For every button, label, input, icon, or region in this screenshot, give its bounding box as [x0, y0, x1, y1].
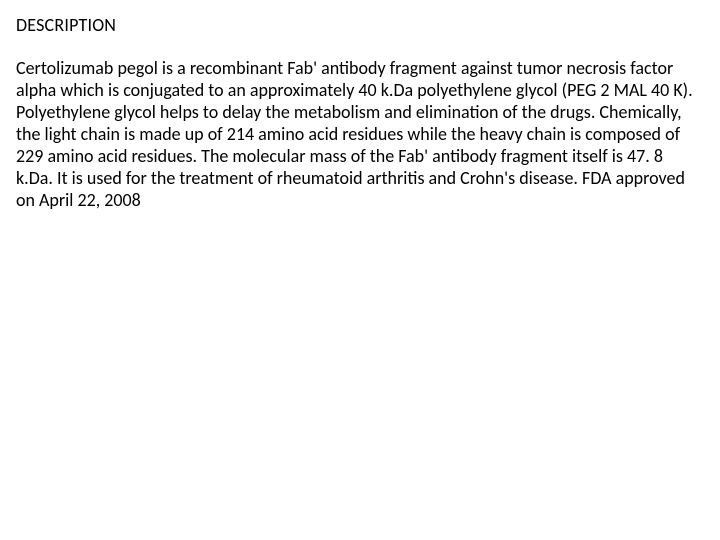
description-body: Certolizumab pegol is a recombinant Fab'…	[16, 58, 702, 212]
section-heading: DESCRIPTION	[16, 14, 702, 36]
document-page: DESCRIPTION Certolizumab pegol is a reco…	[0, 0, 720, 540]
